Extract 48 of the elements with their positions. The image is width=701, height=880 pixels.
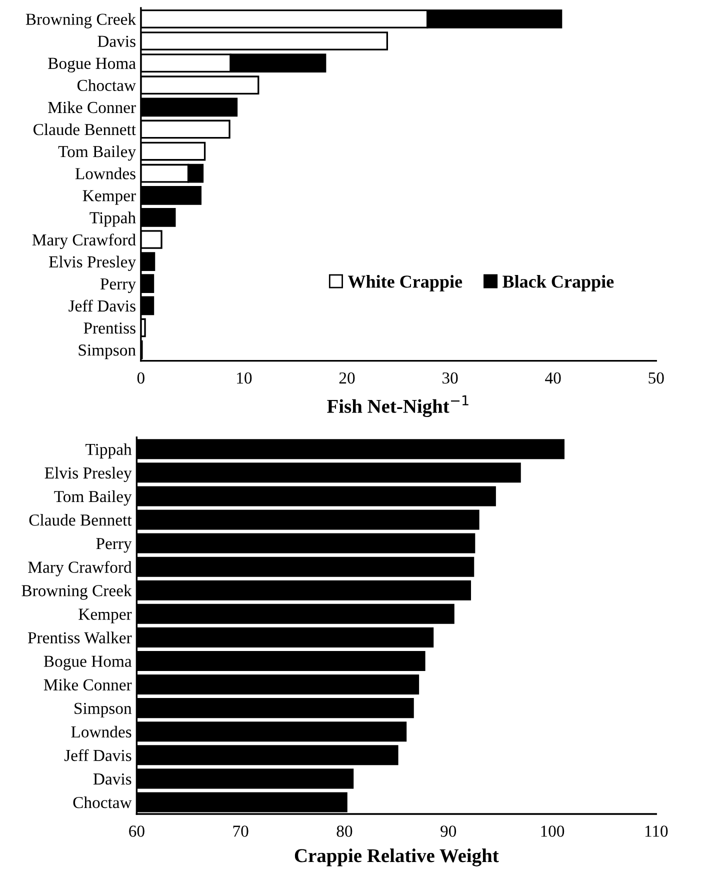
x-tick-label: 60 [129,826,144,837]
y-tick-label: Mary Crawford [28,560,132,576]
legend-label: Black Crappie [502,275,614,292]
y-tick-label: Perry [100,278,136,293]
y-tick-label: Claude Bennett [29,514,132,526]
y-tick-label: Mary Crawford [32,234,136,249]
y-tick-label: Kemper [82,190,136,205]
y-tick-label: Elvis Presley [49,256,136,271]
legend-label: White Crappie [348,275,462,292]
y-tick-label: Browning Creek [26,13,136,28]
x-tick-label: 20 [339,372,355,384]
y-tick-label: Simpson [78,344,136,360]
y-tick-label: Elvis Presley [44,466,132,482]
y-tick-label: Bogue Homa [44,656,132,670]
y-tick-label: Jeff Davis [68,300,136,312]
y-tick-label: Mike Conner [48,101,136,114]
x-tick-label: 10 [237,372,252,384]
y-tick-label: Prentiss Walker [28,632,132,644]
y-tick-label: Bogue Homa [48,58,136,72]
y-tick-label: Jeff Davis [64,749,132,762]
y-tick-label: Lowndes [75,168,136,180]
y-tick-label: Browning Creek [22,584,132,600]
y-tick-label: Tom Bailey [58,145,136,161]
y-tick-label: Tippah [86,443,132,458]
x-tick-label: 100 [541,826,564,837]
y-tick-label: Davis [98,36,136,47]
y-tick-label: Tippah [90,212,136,227]
x-tick-label: 30 [442,372,458,384]
y-tick-label: Lowndes [71,726,132,738]
y-tick-label: Choctaw [73,796,132,808]
y-tick-label: Prentiss [84,322,136,334]
x-tick-label: 40 [545,372,561,384]
y-tick-label: Tom Bailey [54,490,132,506]
x-tick-label: 110 [645,826,668,837]
y-tick-label: Davis [93,773,132,785]
x-tick-label: 90 [440,826,456,837]
x-axis-title: Crappie Relative Weight [294,848,499,866]
y-tick-label: Claude Bennett [34,123,136,136]
y-tick-label: Mike Conner [44,678,132,690]
x-tick-label: 50 [648,372,664,384]
y-tick-label: Simpson [74,702,132,718]
x-axis-title: Fish Net-Night$^{−1}$ [327,395,468,418]
y-tick-label: Choctaw [77,79,136,92]
y-tick-label: Perry [96,538,132,553]
x-tick-label: 80 [336,826,352,837]
y-tick-label: Kemper [78,608,132,624]
x-tick-label: 70 [233,826,248,837]
x-tick-label: 0 [137,372,144,384]
